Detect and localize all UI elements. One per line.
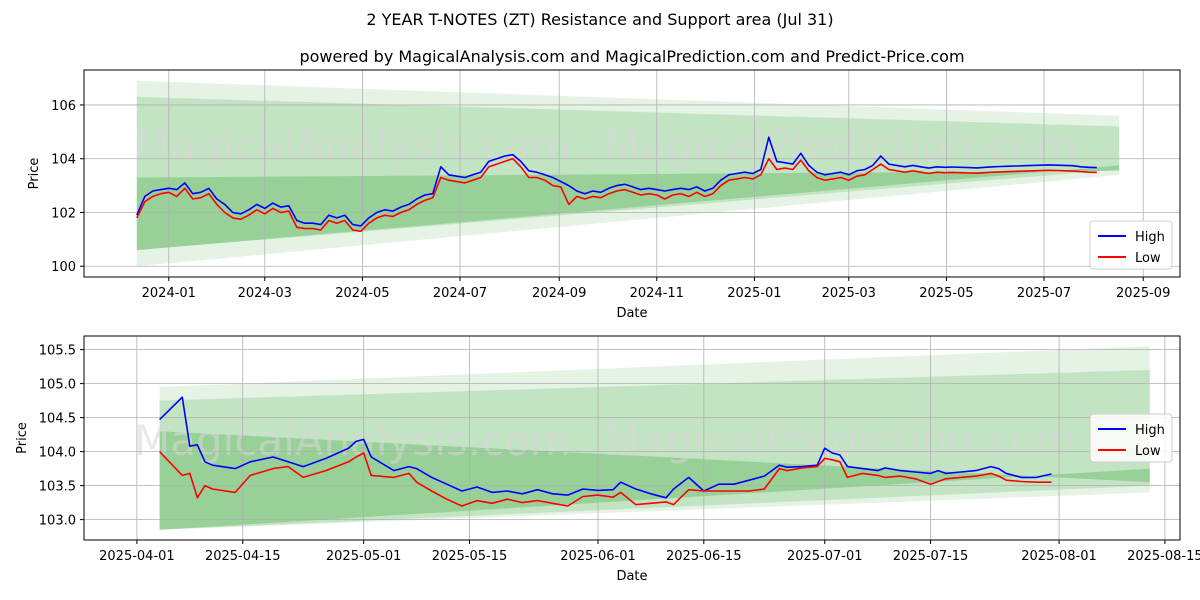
legend-label-high: High xyxy=(1135,423,1165,438)
band-2 xyxy=(136,96,1120,251)
y-tick-label: 100 xyxy=(51,260,76,275)
watermark-analysis: MagicalAnalysis.com xyxy=(134,121,571,170)
legend-label-low: Low xyxy=(1135,251,1161,266)
y-axis-label: Price xyxy=(27,158,42,190)
x-tick-label: 2025-04-01 xyxy=(99,549,175,564)
chart-title: 2 YEAR T-NOTES (ZT) Resistance and Suppo… xyxy=(366,10,833,29)
y-tick-label: 106 xyxy=(51,99,76,114)
band-1 xyxy=(159,346,1150,530)
series-line-high xyxy=(136,136,1097,227)
x-tick-label: 2025-04-15 xyxy=(205,549,281,564)
x-tick-label: 2024-11 xyxy=(630,286,684,301)
x-tick-label: 2025-06-01 xyxy=(560,549,636,564)
y-tick-label: 102 xyxy=(51,206,76,221)
legend-label-high: High xyxy=(1135,230,1165,245)
x-tick-label: 2025-07-01 xyxy=(787,549,863,564)
x-tick-label: 2024-05 xyxy=(335,286,389,301)
x-tick-label: 2024-07 xyxy=(433,286,487,301)
x-tick-label: 2025-01 xyxy=(727,286,781,301)
axes-frame xyxy=(83,69,1181,278)
legend: High Low xyxy=(1089,220,1173,270)
x-axis-label: Date xyxy=(616,306,647,321)
x-tick-label: 2025-08-01 xyxy=(1021,549,1097,564)
x-axis-label: Date xyxy=(616,569,647,584)
chart-subtitle: powered by MagicalAnalysis.com and Magic… xyxy=(299,47,964,66)
x-tick-label: 2025-06-15 xyxy=(666,549,742,564)
x-tick-label: 2025-07 xyxy=(1017,286,1071,301)
watermark-prediction: MagicalPrediction.com xyxy=(604,416,1077,465)
x-tick-label: 2025-05 xyxy=(919,286,973,301)
x-tick-label: 2025-03 xyxy=(822,286,876,301)
y-tick-label: 104 xyxy=(51,153,76,168)
x-tick-label: 2025-05-01 xyxy=(326,549,402,564)
y-tick-label: 104.0 xyxy=(39,446,76,461)
band-1 xyxy=(136,80,1120,267)
x-tick-label: 2024-03 xyxy=(238,286,292,301)
series-line-low xyxy=(136,157,1097,233)
y-tick-label: 103.0 xyxy=(39,514,76,529)
legend: High Low xyxy=(1089,413,1173,463)
series-line-low xyxy=(159,451,1052,507)
x-tick-label: 2024-01 xyxy=(142,286,196,301)
y-tick-label: 103.5 xyxy=(39,480,76,495)
x-tick-label: 2025-07-15 xyxy=(893,549,969,564)
watermark-prediction: MagicalPrediction.com xyxy=(604,121,1077,170)
y-tick-label: 105.0 xyxy=(39,378,76,393)
x-tick-label: 2025-09 xyxy=(1116,286,1170,301)
plot-area: MagicalAnalysis.com MagicalPrediction.com xyxy=(84,70,1180,277)
band-3 xyxy=(159,431,1150,530)
plot-area: MagicalAnalysis.com MagicalPrediction.com xyxy=(84,336,1180,540)
legend-label-low: Low xyxy=(1135,444,1161,459)
band-2 xyxy=(159,370,1150,530)
y-tick-label: 105.5 xyxy=(39,344,76,359)
axes-frame xyxy=(83,335,1181,541)
x-tick-label: 2025-05-15 xyxy=(432,549,508,564)
price-chart-full: MagicalAnalysis.com MagicalPrediction.com… xyxy=(27,69,1181,321)
watermark-analysis: MagicalAnalysis.com xyxy=(134,416,571,465)
x-tick-label: 2024-09 xyxy=(532,286,586,301)
y-axis-label: Price xyxy=(15,422,30,454)
price-chart-recent: MagicalAnalysis.com MagicalPrediction.com… xyxy=(15,335,1200,584)
y-tick-label: 104.5 xyxy=(39,412,76,427)
band-3 xyxy=(136,165,1120,251)
x-tick-label: 2025-08-15 xyxy=(1127,549,1200,564)
series-line-high xyxy=(159,396,1052,499)
